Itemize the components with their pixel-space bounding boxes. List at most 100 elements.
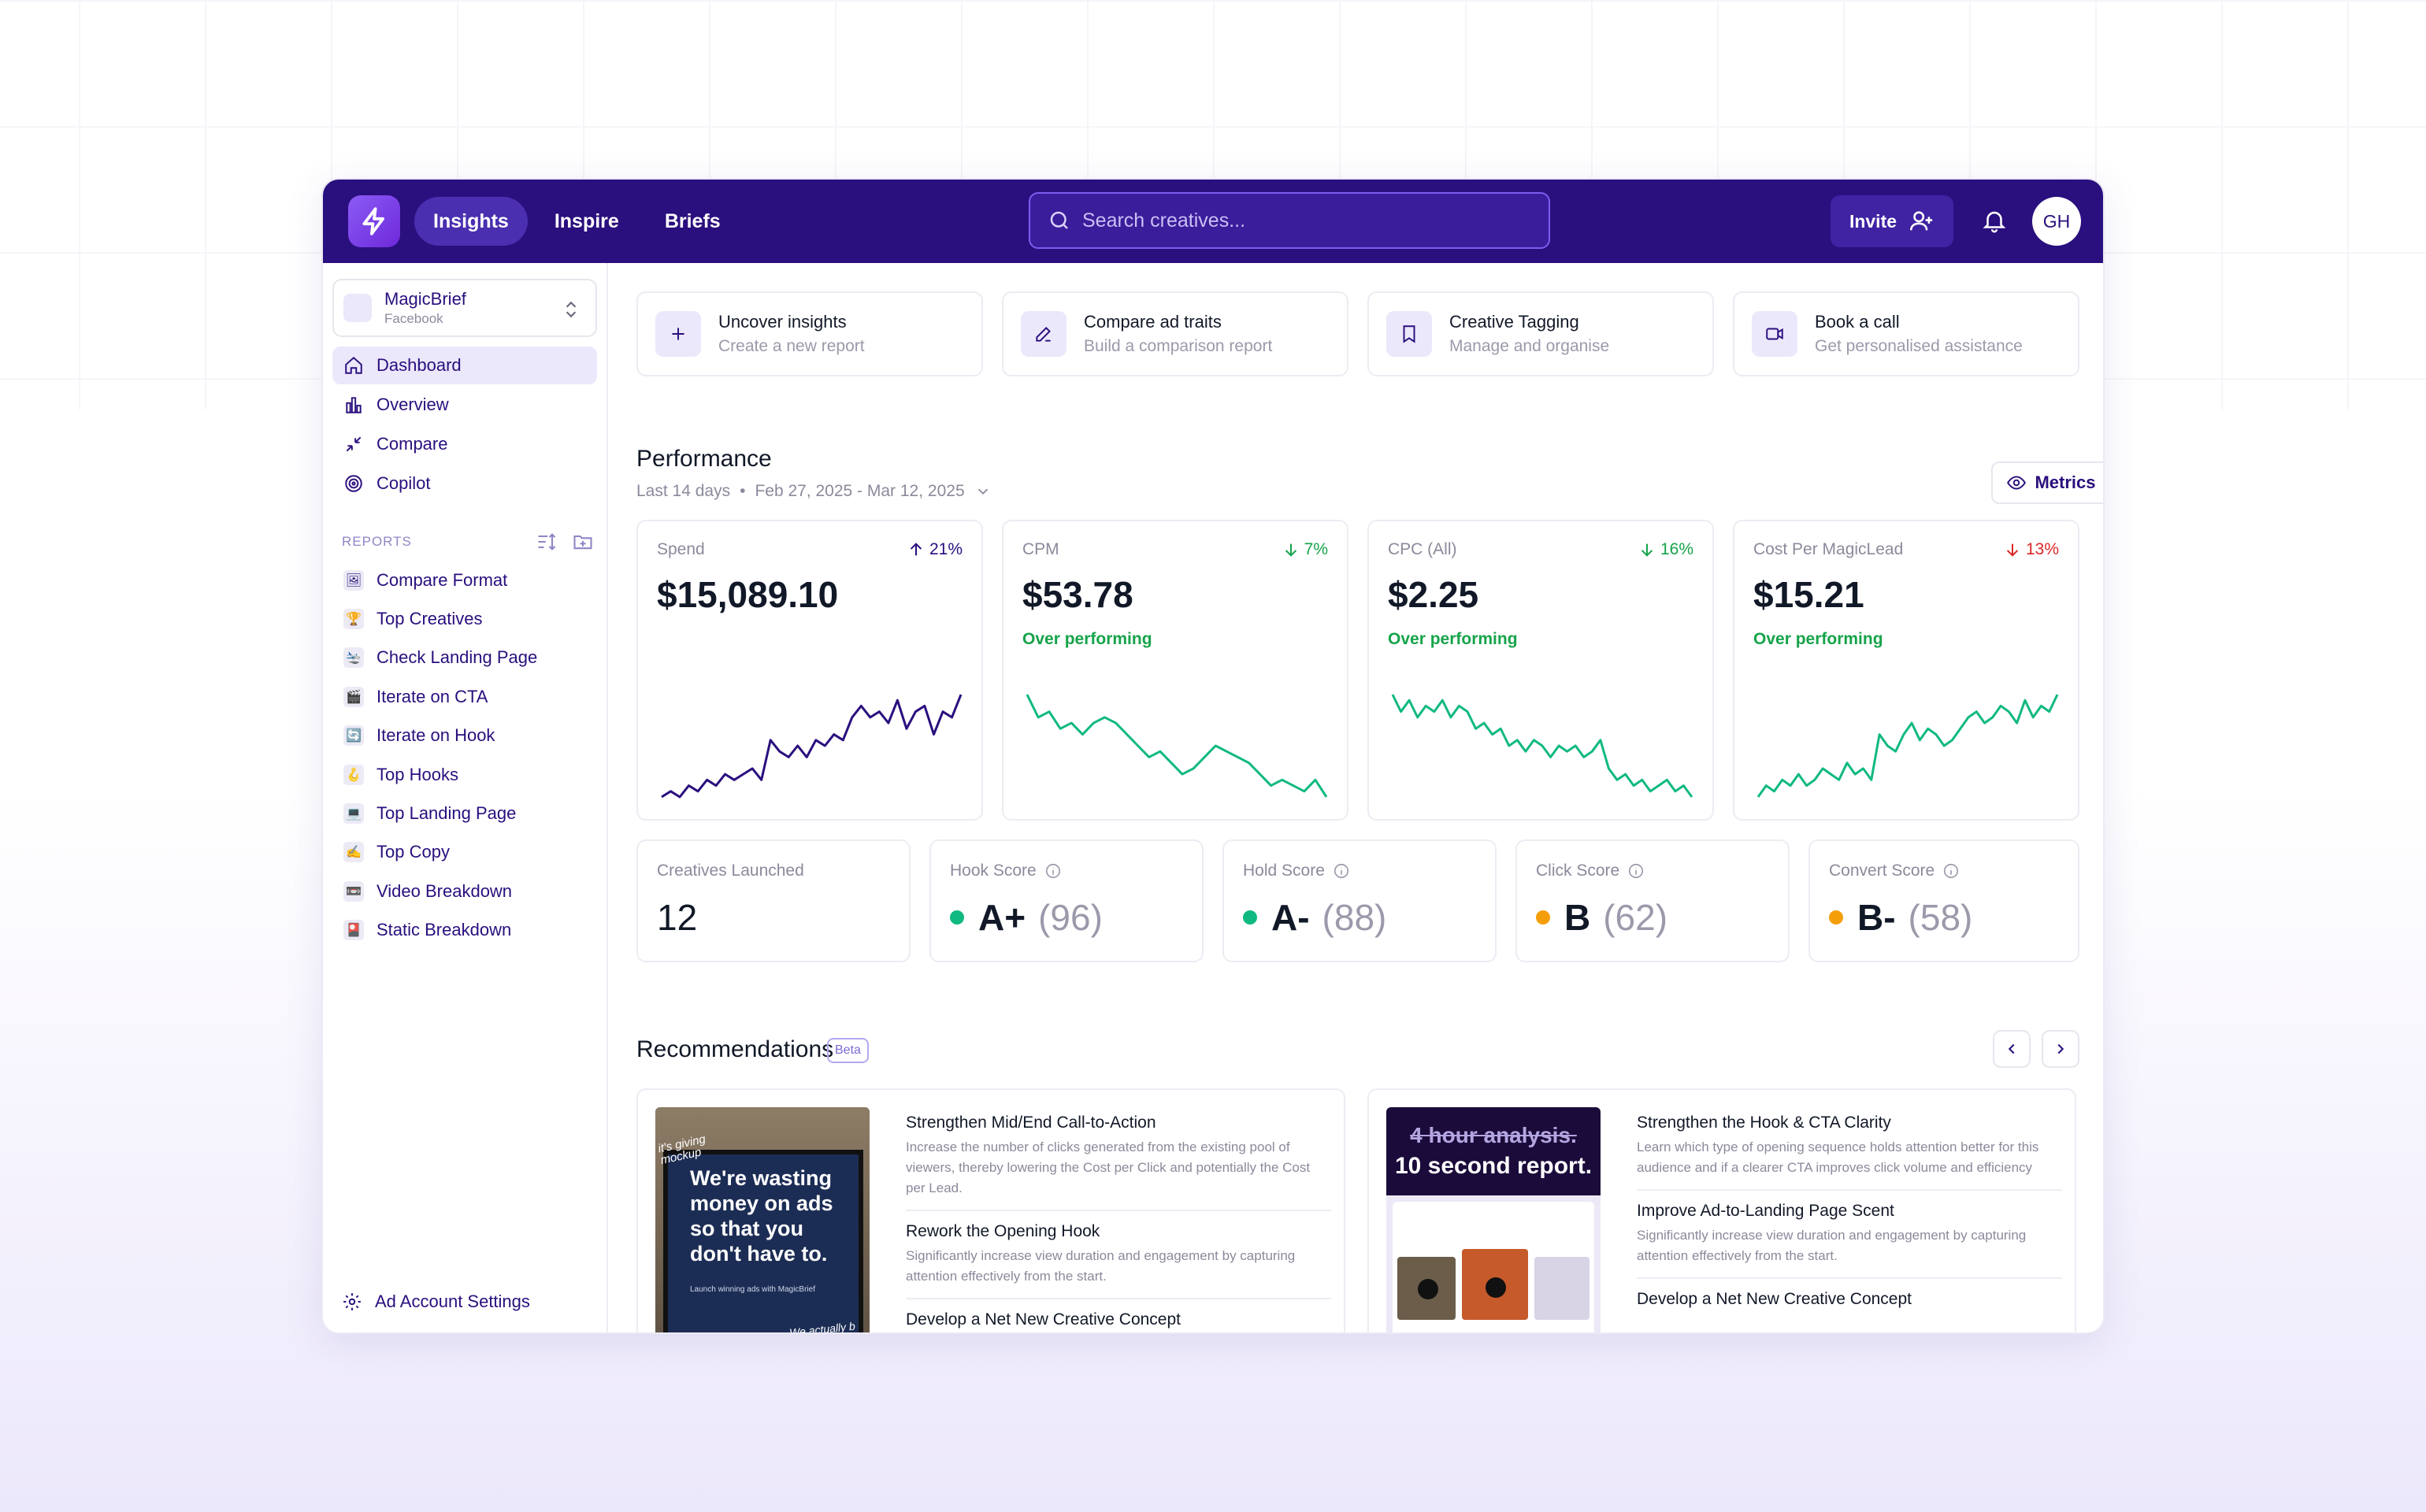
- report-label: Check Landing Page: [377, 647, 538, 668]
- recommendation-card[interactable]: 4 hour analysis. 10 second report. Stren…: [1367, 1088, 2076, 1332]
- quick-action-subtitle: Get personalised assistance: [1815, 337, 2023, 355]
- metric-card-cpc[interactable]: CPC (All) 16% $2.25 Over performing: [1367, 520, 1714, 821]
- click-score-card[interactable]: Click Score B (62): [1515, 839, 1790, 962]
- search-input[interactable]: Search creatives...: [1029, 192, 1550, 249]
- sidebar-item-dashboard[interactable]: Dashboard: [332, 346, 597, 384]
- invite-button[interactable]: Invite: [1831, 195, 1953, 247]
- metric-label: Spend: [657, 540, 705, 558]
- thumbnail-line-1: 4 hour analysis.: [1410, 1123, 1577, 1147]
- ad-creative-thumbnail[interactable]: it's giving mockup We're wasting money o…: [655, 1107, 870, 1332]
- quick-action-compare-ad-traits[interactable]: Compare ad traits Build a comparison repo…: [1002, 291, 1348, 376]
- score-label: Convert Score: [1829, 862, 1935, 880]
- next-button[interactable]: [2042, 1030, 2079, 1068]
- writing-icon: ✍: [343, 842, 364, 863]
- info-icon[interactable]: [1942, 862, 1960, 880]
- report-label: Top Landing Page: [377, 803, 517, 824]
- sidebar-item-static-breakdown[interactable]: 🎴 Static Breakdown: [332, 911, 597, 950]
- add-folder-icon[interactable]: [572, 531, 594, 553]
- list-item[interactable]: Develop a Net New Creative Concept: [906, 1310, 1331, 1332]
- nav-insights[interactable]: Insights: [414, 197, 528, 246]
- report-label: Iterate on CTA: [377, 686, 488, 706]
- ad-account-settings-link[interactable]: Ad Account Settings: [342, 1292, 530, 1312]
- sidebar-item-overview[interactable]: Overview: [332, 386, 597, 424]
- arrow-down-icon: [1285, 543, 1296, 557]
- recommendation-list: Strengthen the Hook & CTA Clarity Learn w…: [1637, 1114, 2062, 1332]
- quick-action-title: Uncover insights: [718, 312, 847, 332]
- add-user-icon: [1910, 211, 1933, 231]
- list-item[interactable]: Develop a Net New Creative Concept: [1637, 1290, 2062, 1325]
- magicbrief-logo[interactable]: [348, 195, 400, 247]
- nav-inspire[interactable]: Inspire: [554, 209, 619, 232]
- list-item[interactable]: Strengthen the Hook & CTA Clarity Learn w…: [1637, 1114, 2062, 1191]
- billboard: [663, 1150, 863, 1332]
- sparkline: [661, 694, 963, 799]
- target-icon: [345, 475, 362, 492]
- pencil-icon: [1021, 311, 1066, 357]
- report-label: Video Breakdown: [377, 880, 513, 901]
- metric-delta: 16%: [1638, 540, 1693, 559]
- quick-action-uncover-insights[interactable]: Uncover insights Create a new report: [636, 291, 983, 376]
- metrics-button[interactable]: Metrics: [1991, 461, 2103, 504]
- play-icon: [1418, 1279, 1438, 1299]
- frame-icon: 🖼: [343, 569, 364, 591]
- avatar[interactable]: GH: [2032, 197, 2081, 246]
- sparkline-series: [1756, 694, 2059, 798]
- sort-icon[interactable]: [536, 531, 558, 553]
- search-placeholder: Search creatives...: [1082, 209, 1246, 232]
- laptop-icon: 💻: [343, 803, 364, 825]
- date-range-picker[interactable]: Last 14 days • Feb 27, 2025 - Mar 12, 20…: [636, 482, 992, 501]
- clapper-icon: 🎬: [343, 686, 364, 707]
- recommendation-desc: Significantly increase view duration and…: [1637, 1228, 2027, 1263]
- account-avatar: [343, 294, 372, 322]
- account-switcher[interactable]: MagicBrief Facebook: [332, 279, 597, 337]
- score-label-row: Hook Score: [950, 862, 1062, 880]
- sidebar-item-iterate-on-cta[interactable]: 🎬 Iterate on CTA: [332, 677, 597, 716]
- sidebar-item-video-breakdown[interactable]: 📼 Video Breakdown: [332, 872, 597, 910]
- recommendation-desc: Learn which type of opening sequence hol…: [1637, 1140, 2039, 1175]
- home-icon: [345, 356, 362, 374]
- grade: B: [1564, 897, 1591, 938]
- info-icon[interactable]: [1333, 862, 1350, 880]
- score-label: Hold Score: [1243, 862, 1325, 880]
- settings-label: Ad Account Settings: [375, 1292, 530, 1311]
- convert-score-card[interactable]: Convert Score B- (58): [1808, 839, 2079, 962]
- gear-icon: [343, 1293, 361, 1310]
- metric-delta-value: 21%: [929, 540, 963, 558]
- info-icon[interactable]: [1627, 862, 1645, 880]
- metric-card-cpm[interactable]: CPM 7% $53.78 Over performing: [1002, 520, 1348, 821]
- hook-score-card[interactable]: Hook Score A+ (96): [929, 839, 1204, 962]
- thumbnail-line-2: 10 second report.: [1394, 1153, 1593, 1179]
- quick-action-title: Compare ad traits: [1084, 312, 1222, 332]
- sidebar-item-iterate-on-hook[interactable]: 🔄 Iterate on Hook: [332, 717, 597, 755]
- sidebar-item-compare-format[interactable]: 🖼 Compare Format: [332, 561, 597, 599]
- quick-action-creative-tagging[interactable]: Creative Tagging Manage and organise: [1367, 291, 1714, 376]
- sidebar-item-check-landing-page[interactable]: 🛬 Check Landing Page: [332, 639, 597, 677]
- metric-card-spend[interactable]: Spend 21% $15,089.10: [636, 520, 983, 821]
- sidebar-item-top-creatives[interactable]: 🏆 Top Creatives: [332, 599, 597, 638]
- sidebar-item-compare[interactable]: Compare: [332, 425, 597, 463]
- metric-card-cost-per-magiclead[interactable]: Cost Per MagicLead 13% $15.21 Over perfo…: [1733, 520, 2079, 821]
- nav-briefs[interactable]: Briefs: [664, 209, 721, 232]
- notifications-button[interactable]: [1977, 203, 2012, 238]
- hold-score-card[interactable]: Hold Score A- (88): [1222, 839, 1497, 962]
- creatives-launched-card[interactable]: Creatives Launched 12: [636, 839, 911, 962]
- play-icon: [1486, 1277, 1506, 1298]
- billboard-tagline: Launch winning ads with MagicBrief: [690, 1285, 815, 1294]
- sidebar-item-copilot[interactable]: Copilot: [332, 465, 597, 502]
- beta-badge: Beta: [827, 1038, 869, 1063]
- sidebar-item-top-landing-page[interactable]: 💻 Top Landing Page: [332, 794, 597, 832]
- sidebar-item-top-copy[interactable]: ✍ Top Copy: [332, 833, 597, 872]
- info-icon[interactable]: [1044, 862, 1062, 880]
- list-item[interactable]: Improve Ad-to-Landing Page Scent Signific…: [1637, 1202, 2062, 1279]
- ad-creative-thumbnail[interactable]: 4 hour analysis. 10 second report.: [1386, 1107, 1601, 1332]
- recommendation-card[interactable]: it's giving mockup We're wasting money o…: [636, 1088, 1345, 1332]
- list-item[interactable]: Strengthen Mid/End Call-to-Action Increas…: [906, 1114, 1331, 1211]
- quick-action-subtitle: Manage and organise: [1449, 337, 1610, 355]
- quick-action-book-a-call[interactable]: Book a call Get personalised assistance: [1733, 291, 2079, 376]
- report-label: Compare Format: [377, 569, 508, 590]
- metric-status: Over performing: [1753, 630, 1883, 648]
- metric-delta-value: 16%: [1660, 540, 1693, 558]
- previous-button[interactable]: [1993, 1030, 2031, 1068]
- sidebar-item-top-hooks[interactable]: 🪝 Top Hooks: [332, 755, 597, 794]
- list-item[interactable]: Rework the Opening Hook Significantly inc…: [906, 1222, 1331, 1299]
